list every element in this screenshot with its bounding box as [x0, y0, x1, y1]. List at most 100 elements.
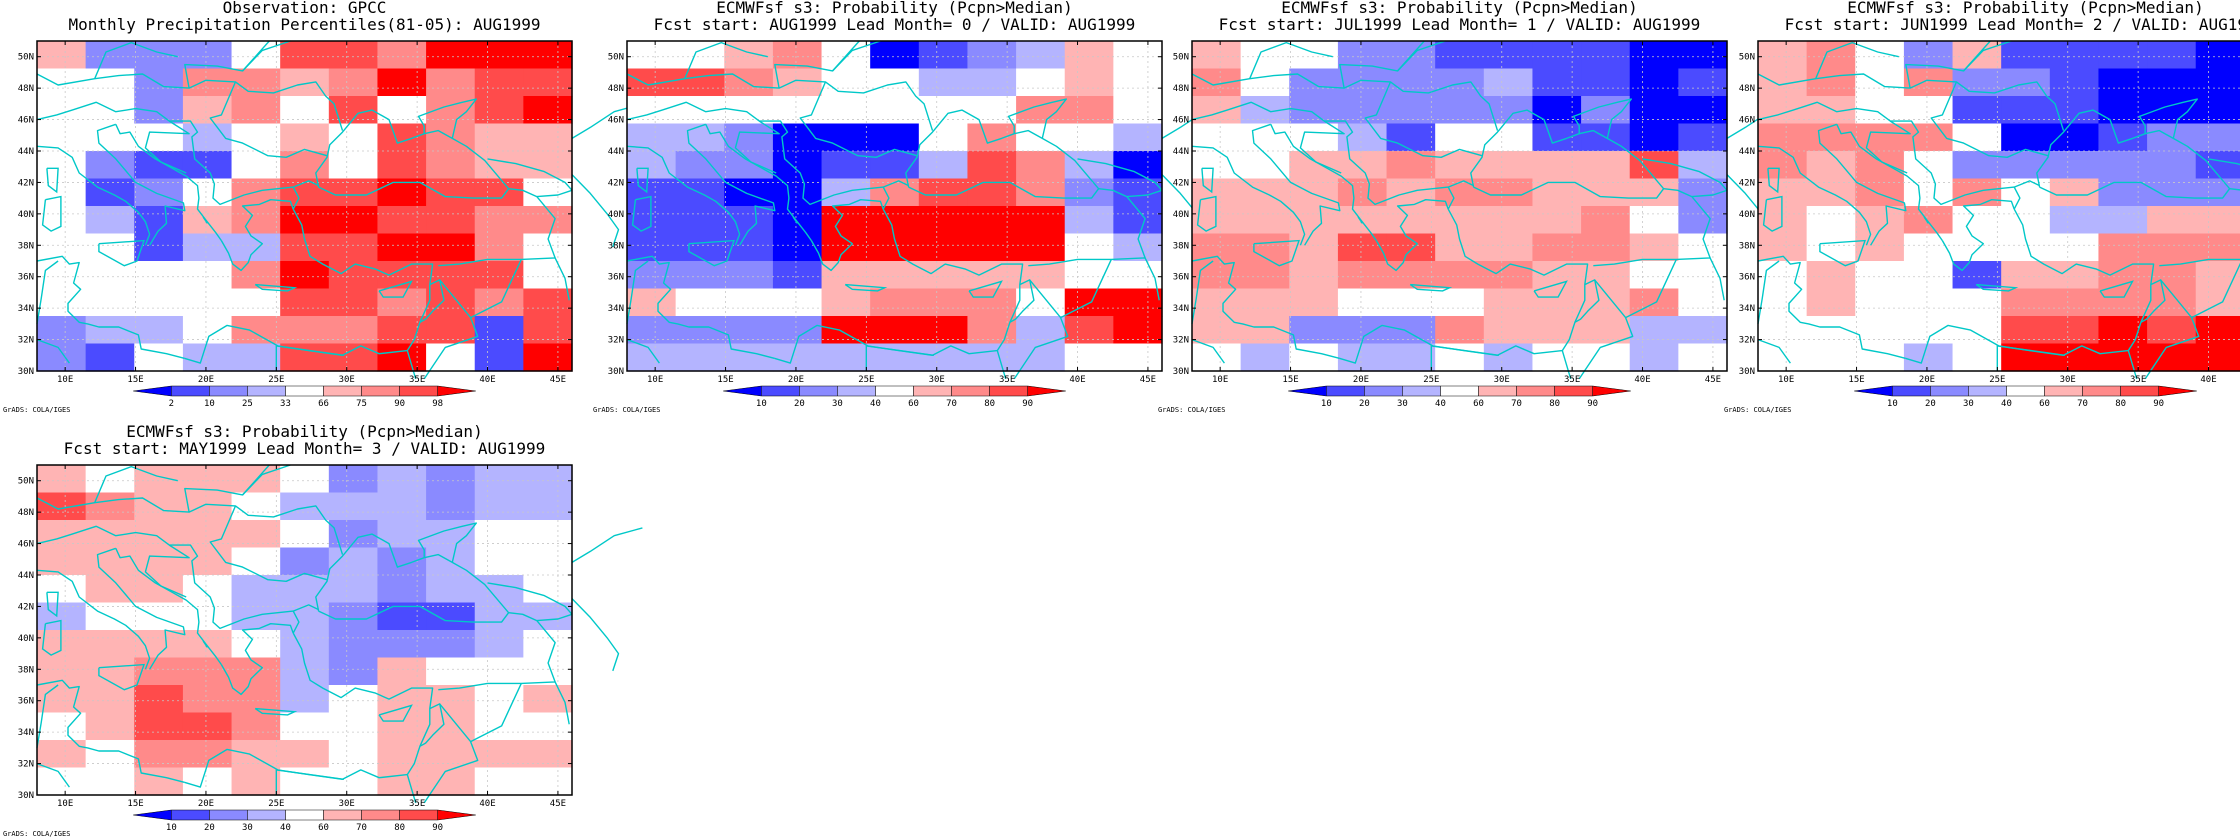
grid-cell — [474, 41, 524, 70]
grid-cell — [377, 68, 427, 97]
colorbar-label: 10 — [1887, 399, 1898, 409]
colorbar-swatch — [951, 385, 990, 397]
colorbar-swatch — [1516, 385, 1555, 397]
grid-cell — [231, 206, 281, 235]
colorbar-swatch — [1288, 385, 1327, 397]
grid-cell — [377, 233, 427, 262]
lon-tick-label: 35E — [2130, 375, 2146, 385]
grid-cell — [1581, 343, 1631, 372]
lat-tick-label: 40N — [1739, 210, 1755, 220]
grid-cell — [675, 288, 725, 317]
lon-tick-label: 45E — [1140, 375, 1156, 385]
grid-cell — [231, 288, 281, 317]
grid-cell — [1113, 343, 1163, 372]
grid-cell — [2147, 68, 2197, 97]
colorbar-swatch — [1402, 385, 1441, 397]
lat-tick-label: 48N — [18, 84, 34, 94]
grid-cell — [377, 123, 427, 152]
grid-cell — [1532, 123, 1582, 152]
colorbar-label: 90 — [1022, 399, 1033, 409]
grid-cell — [134, 178, 184, 207]
colorbar-label: 2 — [169, 399, 174, 409]
lat-tick-label: 34N — [18, 304, 34, 314]
grid-cell — [280, 630, 330, 659]
colorbar-swatch — [2120, 385, 2159, 397]
grid-cell — [182, 657, 233, 686]
grid-cell — [182, 288, 233, 317]
panel-2-subtitle: Fcst start: JUL1999 Lead Month= 1 / VALI… — [1219, 15, 1701, 34]
grid-cell — [328, 288, 379, 317]
grid-cell — [1629, 151, 1679, 180]
lat-tick-label: 32N — [608, 336, 624, 346]
colorbar-label: 40 — [870, 399, 881, 409]
grid-cell — [918, 288, 969, 317]
grid-cell — [1386, 343, 1436, 372]
grid-cell — [134, 767, 184, 796]
grid-cell — [724, 288, 774, 317]
colorbar-swatch — [285, 809, 324, 821]
lon-tick-label: 25E — [858, 375, 874, 385]
colorbar-swatch — [1892, 385, 1931, 397]
grid-cell — [426, 68, 476, 97]
grid-cell — [523, 712, 573, 741]
panel-2-gridlines — [1192, 41, 1727, 371]
grid-cell — [821, 206, 871, 235]
lat-tick-label: 46N — [608, 116, 624, 126]
lon-tick-label: 25E — [1989, 375, 2005, 385]
grid-cell — [523, 68, 573, 97]
grid-cell — [182, 206, 233, 235]
panel-2-cells — [1192, 41, 1728, 372]
lon-tick-label: 15E — [717, 375, 733, 385]
grid-cell — [328, 233, 379, 262]
lat-tick-label: 46N — [1173, 116, 1189, 126]
grid-cell — [1806, 233, 1856, 262]
colorbar-swatch — [2044, 385, 2083, 397]
panel-1-coastlines — [626, 40, 1233, 380]
lon-tick-label: 20E — [198, 799, 214, 809]
grid-cell — [967, 123, 1017, 152]
grid-cell — [627, 233, 677, 262]
grid-cell — [1435, 206, 1485, 235]
lon-tick-label: 30E — [1494, 375, 1510, 385]
grid-cell — [1240, 288, 1290, 317]
grid-cell — [967, 288, 1017, 317]
grid-cell — [627, 151, 677, 180]
grid-cell — [1192, 41, 1242, 70]
grid-cell — [2001, 123, 2051, 152]
grid-cell — [231, 657, 281, 686]
grid-cell — [37, 712, 87, 741]
grid-cell — [2195, 233, 2240, 262]
grid-cell — [1192, 288, 1242, 317]
grid-cell — [1483, 206, 1534, 235]
grid-cell — [627, 41, 677, 70]
grid-cell — [523, 343, 573, 372]
grid-cell — [918, 343, 969, 372]
grid-cell — [1678, 41, 1728, 70]
colorbar-swatch — [133, 809, 172, 821]
grid-cell — [474, 602, 524, 631]
panel-2-colorbar: 10 20 30 40 60 70 80 90 — [1288, 385, 1631, 409]
colorbar-label: 20 — [794, 399, 805, 409]
colorbar-swatch — [285, 385, 324, 397]
lat-tick-label: 44N — [1739, 147, 1755, 157]
grid-cell — [182, 233, 233, 262]
lon-tick-label: 15E — [1848, 375, 1864, 385]
grid-cell — [2001, 288, 2051, 317]
lat-tick-label: 40N — [18, 634, 34, 644]
grid-cell — [2147, 41, 2197, 70]
panel-4-credit: GrADS: COLA/IGES — [3, 830, 70, 838]
grid-cell — [231, 151, 281, 180]
colorbar-label: 33 — [280, 399, 291, 409]
grid-cell — [1855, 233, 1905, 262]
colorbar-swatch — [2158, 385, 2197, 397]
grid-cell — [134, 151, 184, 180]
colorbar-swatch — [209, 809, 248, 821]
grid-cell — [1903, 178, 1954, 207]
grid-cell — [1855, 343, 1905, 372]
lat-tick-label: 30N — [18, 367, 34, 377]
map-panel-3: ECMWFsf s3: Probability (Pcpn>Median)Fcs… — [1724, 0, 2240, 414]
lon-tick-label: 35E — [409, 375, 425, 385]
grid-cell — [1386, 123, 1436, 152]
colorbar-label: 90 — [394, 399, 405, 409]
